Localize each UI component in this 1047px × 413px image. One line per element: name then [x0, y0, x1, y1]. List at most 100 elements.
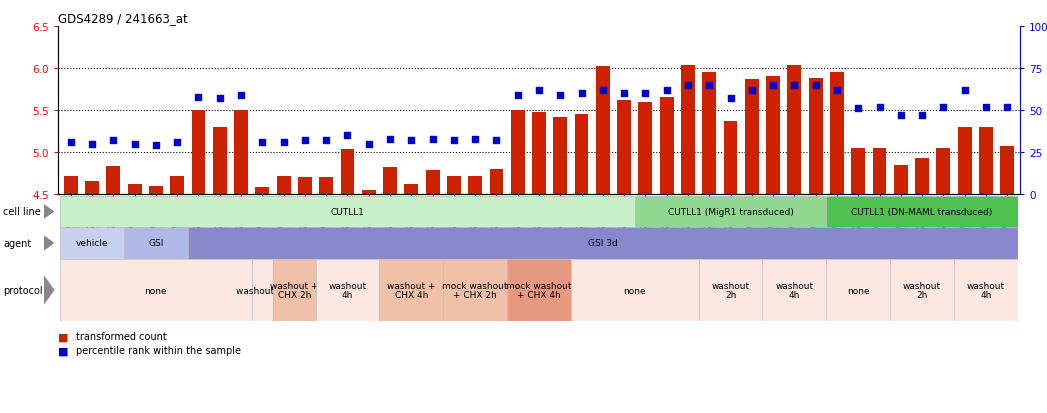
Bar [660, 98, 673, 195]
Text: CUTLL1: CUTLL1 [331, 207, 364, 216]
Bar [128, 185, 141, 195]
Bar [872, 148, 887, 195]
Text: GDS4289 / 241663_at: GDS4289 / 241663_at [58, 12, 187, 25]
Bar [851, 148, 865, 195]
Text: ■: ■ [58, 332, 68, 342]
Point [828, 87, 845, 94]
Polygon shape [44, 236, 54, 251]
Bar [575, 115, 588, 195]
Point [892, 112, 909, 119]
Text: transformed count: transformed count [75, 332, 166, 342]
Text: ■: ■ [58, 345, 68, 356]
Point [722, 96, 739, 102]
Point [360, 141, 377, 147]
Bar [404, 185, 418, 195]
Point [616, 91, 632, 97]
Point [318, 138, 335, 144]
Point [680, 82, 696, 89]
Point [552, 93, 569, 99]
Point [403, 138, 420, 144]
Text: washout
2h: washout 2h [903, 281, 941, 299]
Text: none: none [623, 286, 646, 295]
Polygon shape [44, 204, 54, 219]
Text: washout 2h: washout 2h [237, 286, 289, 295]
Point [232, 93, 249, 99]
Text: cell line: cell line [3, 207, 41, 217]
Point [914, 112, 931, 119]
Text: CUTLL1 (MigR1 transduced): CUTLL1 (MigR1 transduced) [668, 207, 794, 216]
Point [956, 87, 973, 94]
Point [296, 138, 313, 144]
Bar [766, 77, 780, 195]
Bar [107, 167, 120, 195]
Point [191, 94, 207, 101]
Bar [426, 171, 440, 195]
Text: none: none [847, 286, 870, 295]
Bar [915, 159, 929, 195]
Bar [468, 176, 482, 195]
Text: washout
4h: washout 4h [329, 281, 366, 299]
Point [382, 136, 399, 142]
Text: washout
4h: washout 4h [776, 281, 814, 299]
Point [595, 87, 611, 94]
Bar [936, 148, 951, 195]
Bar [192, 111, 205, 195]
Bar [149, 186, 163, 195]
Point [743, 87, 760, 94]
Bar [511, 111, 525, 195]
Text: mock washout
+ CHX 2h: mock washout + CHX 2h [443, 281, 508, 299]
Bar [383, 168, 397, 195]
Bar [808, 79, 823, 195]
Bar [1000, 147, 1015, 195]
Polygon shape [44, 275, 54, 305]
Bar [171, 176, 184, 195]
Bar [276, 176, 290, 195]
Point [63, 139, 80, 146]
Text: percentile rank within the sample: percentile rank within the sample [75, 345, 241, 356]
Bar [319, 178, 333, 195]
Point [275, 139, 292, 146]
Bar [298, 178, 312, 195]
Bar [830, 73, 844, 195]
Bar [703, 73, 716, 195]
Point [169, 139, 185, 146]
Bar [979, 128, 993, 195]
Bar [639, 102, 652, 195]
Bar [532, 112, 545, 195]
Point [467, 136, 484, 142]
Bar [490, 169, 504, 195]
Text: GSI 3d: GSI 3d [588, 239, 618, 248]
Bar [787, 66, 801, 195]
Text: washout +
CHX 4h: washout + CHX 4h [387, 281, 436, 299]
Bar [362, 190, 376, 195]
Bar [596, 67, 609, 195]
Point [445, 138, 462, 144]
Bar [340, 150, 354, 195]
Point [531, 87, 548, 94]
Point [786, 82, 803, 89]
Point [148, 142, 164, 149]
Point [637, 91, 653, 97]
Point [700, 82, 717, 89]
Bar [681, 66, 695, 195]
Point [871, 104, 888, 111]
Point [978, 104, 995, 111]
Bar [235, 111, 248, 195]
Text: washout
2h: washout 2h [712, 281, 750, 299]
Point [573, 91, 589, 97]
Bar [894, 165, 908, 195]
Point [254, 139, 271, 146]
Point [424, 136, 441, 142]
Point [764, 82, 781, 89]
Point [807, 82, 824, 89]
Point [999, 104, 1016, 111]
Text: protocol: protocol [3, 285, 43, 295]
Bar [213, 128, 226, 195]
Text: agent: agent [3, 238, 31, 248]
Point [127, 141, 143, 147]
Bar [723, 121, 737, 195]
Bar [618, 101, 631, 195]
Point [84, 141, 101, 147]
Point [659, 87, 675, 94]
Point [211, 96, 228, 102]
